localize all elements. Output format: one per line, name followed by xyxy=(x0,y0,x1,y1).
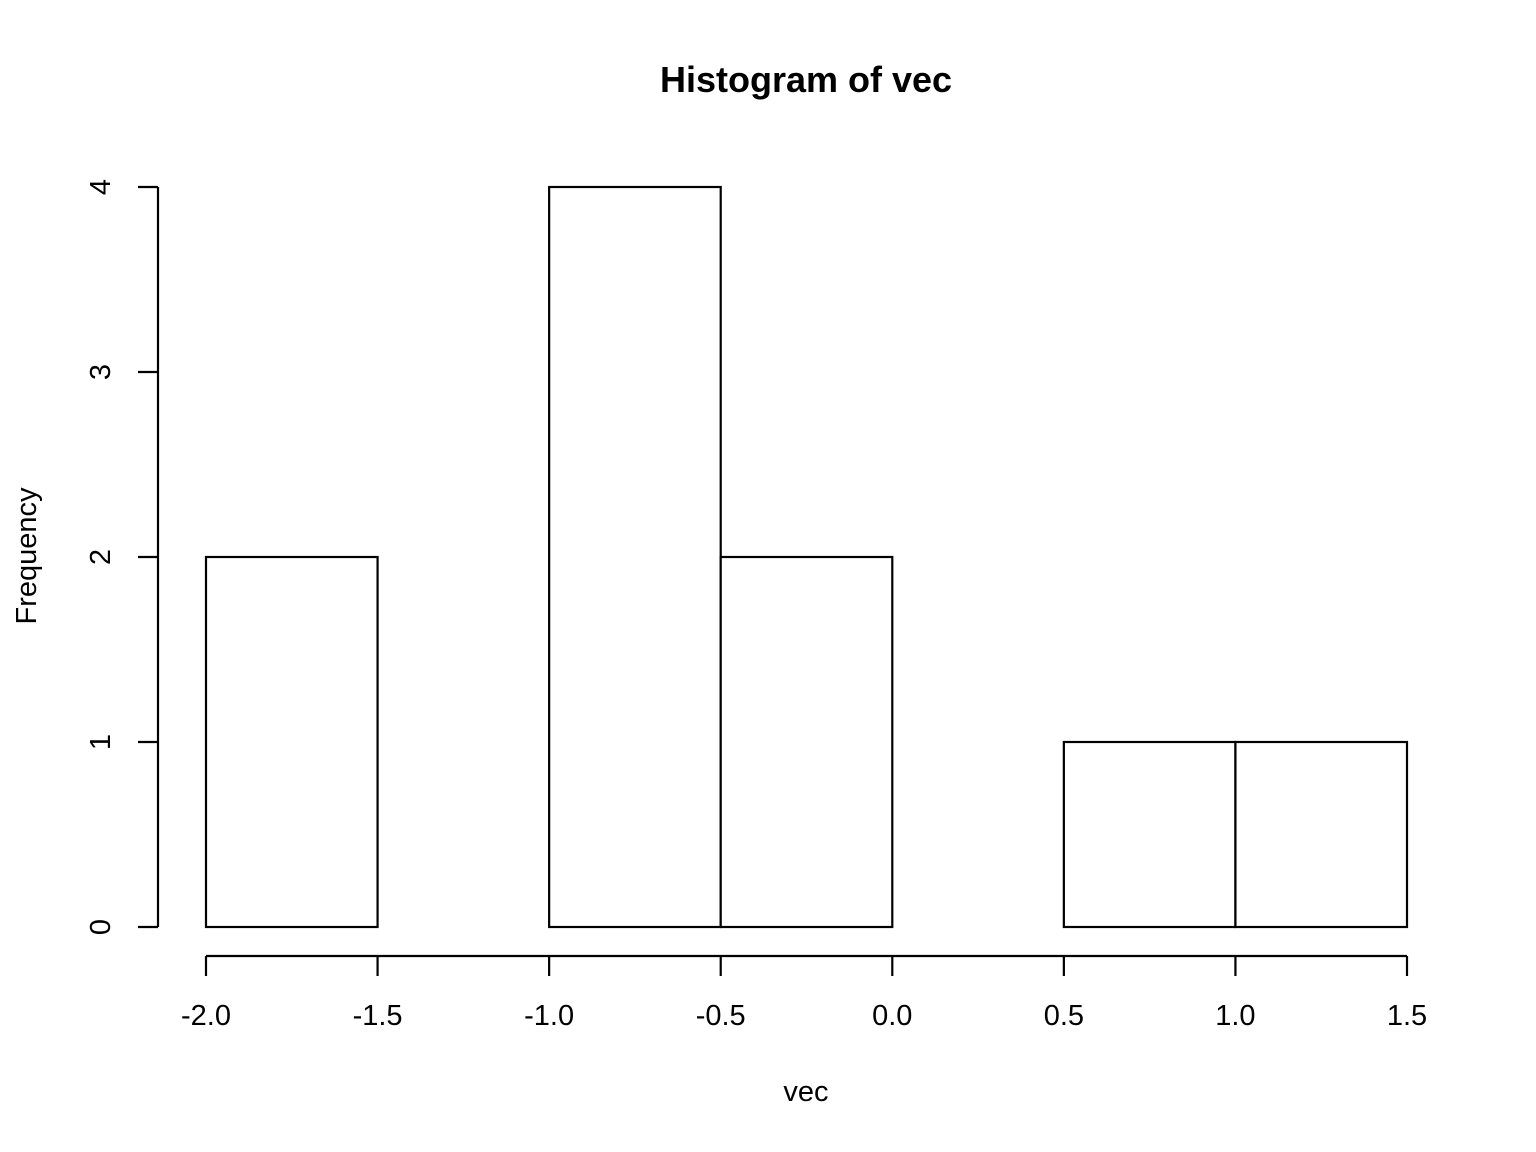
x-tick-label: -2.0 xyxy=(181,1000,231,1032)
y-axis-label: Frequency xyxy=(11,487,43,625)
y-tick-label: 3 xyxy=(85,364,117,380)
x-tick-label: 1.0 xyxy=(1215,1000,1255,1032)
x-tick-label: 0.5 xyxy=(1044,1000,1084,1032)
x-tick-label: -1.0 xyxy=(524,1000,574,1032)
x-tick-label: -1.5 xyxy=(353,1000,403,1032)
y-tick-label: 2 xyxy=(85,549,117,565)
x-tick-label: 1.5 xyxy=(1387,1000,1427,1032)
x-axis: -2.0 -1.5 -1.0 -0.5 0.0 0.5 1.0 1.5 xyxy=(181,954,1427,1032)
histogram-bar-5 xyxy=(1062,740,1237,929)
histogram-bars xyxy=(204,185,1409,929)
x-tick-label: -0.5 xyxy=(696,1000,746,1032)
y-tick-label: 1 xyxy=(85,734,117,750)
histogram-bar-0 xyxy=(204,555,379,929)
y-tick-label: 0 xyxy=(85,919,117,935)
y-axis: 0 1 2 3 4 xyxy=(85,179,160,935)
chart-title: Histogram of vec xyxy=(660,59,952,100)
histogram-bar-3 xyxy=(719,555,894,929)
histogram-bar-2 xyxy=(548,185,722,929)
y-tick-label: 4 xyxy=(85,179,117,195)
x-axis-label: vec xyxy=(783,1076,828,1108)
histogram-bar-6 xyxy=(1234,740,1409,929)
x-tick-label: 0.0 xyxy=(872,1000,912,1032)
